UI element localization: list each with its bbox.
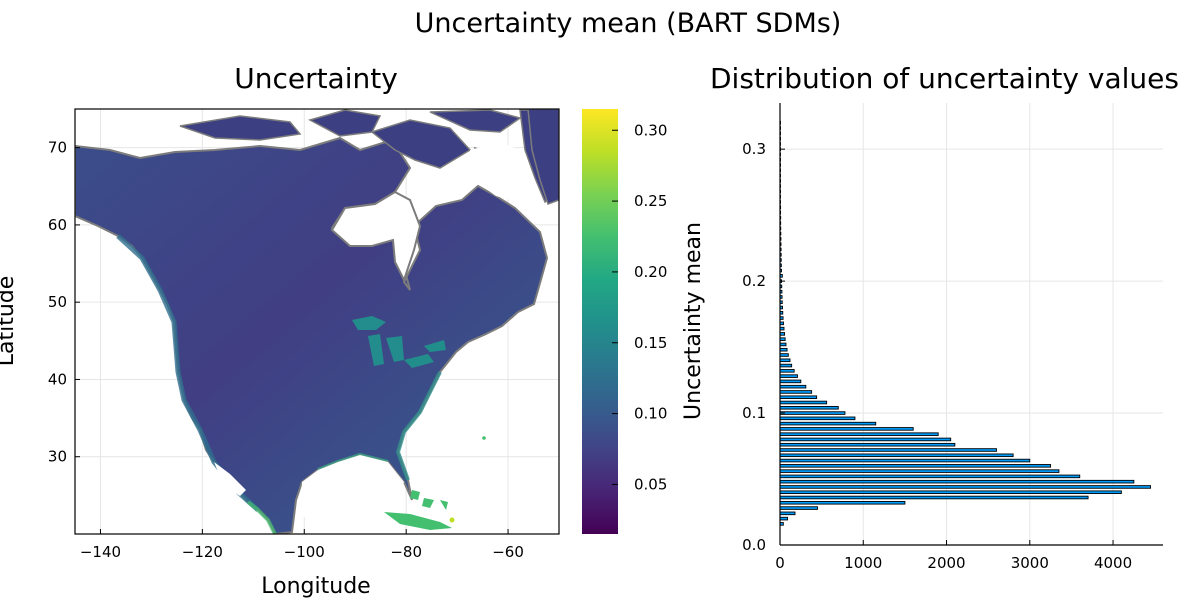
map-xtick-label: −60 (492, 543, 524, 561)
map-xtick-label: −100 (284, 543, 325, 561)
map-xtick-label: −120 (182, 543, 223, 561)
hist-xtick-label: 4000 (1094, 554, 1132, 572)
hist-bar-19 (779, 421, 877, 426)
map-ticks: −140 −120 −100 −80 −60 30 40 50 60 70 (48, 139, 524, 561)
hist-bar-8 (779, 479, 1135, 484)
island-high-point (449, 517, 455, 523)
hist-bar-17 (779, 432, 939, 436)
colorbar-tick-label: 0.25 (634, 192, 667, 210)
land-arctic-islands (179, 109, 559, 204)
hist-bar-23 (779, 400, 828, 405)
hist-bar-26 (779, 384, 807, 389)
hist-bar-20 (779, 416, 856, 421)
coastal-band-east (395, 371, 442, 481)
colorbar-label: Uncertainty mean (681, 222, 706, 420)
hist-bar-32 (779, 353, 789, 357)
histogram-gridlines (779, 103, 1163, 546)
hist-xtick-label: 3000 (1011, 554, 1049, 572)
hist-bar-14 (779, 448, 997, 452)
colorbar-tick-label: 0.15 (634, 334, 667, 352)
colorbar-gradient (582, 109, 618, 534)
histogram-title: Distribution of uncertainty values (710, 62, 1179, 95)
hist-bar-24 (779, 395, 818, 399)
hist-ytick-label: 0.2 (742, 272, 766, 290)
hist-bar-12 (779, 458, 1031, 463)
hist-bar-34 (779, 342, 787, 347)
map-frame (74, 108, 560, 535)
hist-bar-36 (779, 332, 786, 336)
hist-bar-4 (779, 501, 906, 505)
hist-bar-31 (779, 358, 791, 363)
hist-bar-15 (779, 442, 956, 447)
map-ytick-label: 30 (48, 448, 67, 466)
land-greenland (527, 109, 559, 205)
histogram-ticks: 0 1000 2000 3000 4000 0.0 0.1 0.2 0.3 (742, 140, 1132, 572)
map-ytick-label: 70 (48, 139, 67, 157)
colorbar-tick-label: 0.05 (634, 475, 667, 493)
hist-xtick-label: 2000 (927, 554, 965, 572)
hist-bar-33 (779, 347, 788, 352)
hist-bar-16 (779, 437, 952, 442)
hist-bar-1 (779, 516, 788, 521)
hist-bar-28 (779, 374, 798, 378)
hist-bar-10 (779, 469, 1060, 473)
great-lakes (352, 316, 446, 368)
colorbar-tick-label: 0.10 (634, 405, 667, 423)
hist-ytick-label: 0.3 (742, 140, 766, 158)
colorbar-ticks: 0.05 0.10 0.15 0.20 0.25 0.30 (612, 121, 667, 493)
map-xlabel: Longitude (261, 574, 370, 599)
map-ytick-label: 40 (48, 370, 67, 388)
hist-bar-18 (779, 427, 914, 431)
baffin-water (470, 142, 525, 200)
map-xtick-label: −140 (80, 543, 121, 561)
hist-bar-30 (779, 363, 793, 368)
hist-bar-27 (779, 379, 802, 384)
figure-suptitle: Uncertainty mean (BART SDMs) (415, 8, 842, 39)
map-panel: Uncertainty (0, 62, 560, 599)
hist-bar-25 (779, 390, 813, 394)
hist-bar-7 (779, 485, 1151, 489)
map-ylabel: Latitude (0, 276, 19, 367)
hist-bar-11 (779, 464, 1052, 468)
colorbar-tick-label: 0.20 (634, 263, 667, 281)
gulf-of-mexico (300, 455, 404, 520)
hist-bar-29 (779, 369, 795, 373)
hist-bar-22 (779, 406, 839, 410)
land-north-america (75, 136, 549, 534)
map-xtick-label: −80 (390, 543, 422, 561)
map-ytick-label: 60 (48, 216, 67, 234)
hist-ytick-label: 0.0 (742, 536, 766, 554)
colorbar-tick-label: 0.30 (634, 121, 667, 139)
map-title: Uncertainty (234, 62, 398, 95)
uncertainty-heatmap (75, 109, 559, 534)
mexico-coast-band (246, 500, 277, 534)
histogram-bars (779, 121, 1151, 526)
hist-bar-6 (779, 490, 1122, 494)
hist-bar-5 (779, 495, 1089, 500)
gulf-of-california (214, 462, 246, 496)
hist-bar-21 (779, 411, 846, 415)
map-ytick-label: 50 (48, 293, 67, 311)
hist-bar-2 (779, 511, 796, 516)
hist-bar-35 (779, 337, 786, 341)
hist-bar-9 (779, 474, 1081, 479)
hudson-bay (330, 190, 422, 283)
caribbean-islands (384, 490, 452, 530)
hist-bar-13 (779, 453, 1014, 458)
bermuda-point (482, 436, 486, 440)
histogram-panel: Distribution of uncertainty values 0 1000… (710, 62, 1179, 572)
hist-ytick-label: 0.1 (742, 404, 766, 422)
hist-bar-3 (779, 506, 818, 510)
hist-xtick-label: 1000 (844, 554, 882, 572)
colorbar: 0.05 0.10 0.15 0.20 0.25 0.30 Uncertainty mea… (582, 109, 706, 534)
hist-xtick-label: 0 (775, 554, 785, 572)
